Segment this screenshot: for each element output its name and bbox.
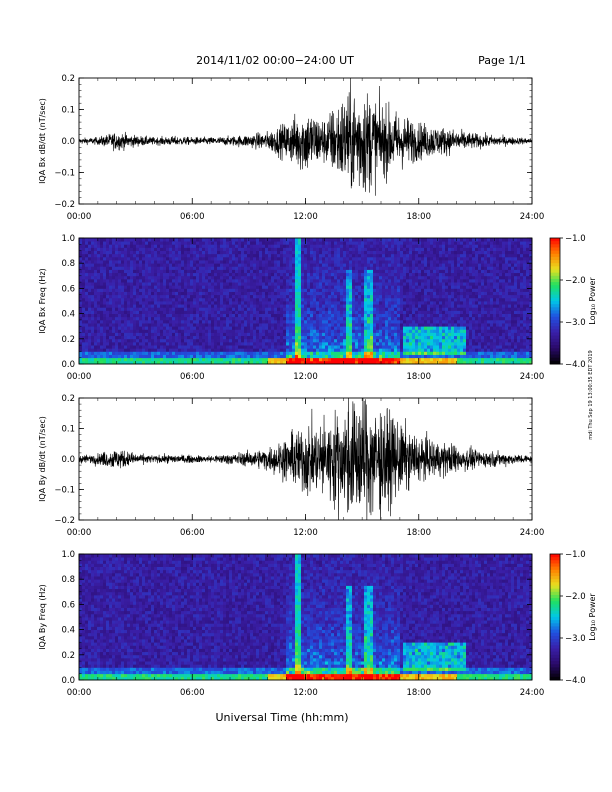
y-tick-label: 0.4 (61, 626, 75, 636)
x-tick-label: 24:00 (520, 372, 545, 382)
x-tick-label: 06:00 (180, 688, 205, 698)
y-tick-label: 0.1 (61, 425, 75, 435)
y-tick-label: 0.4 (61, 310, 75, 320)
spectrogram-4 (79, 554, 533, 681)
x-tick-label: 06:00 (180, 212, 205, 222)
colorbar-tick-label: −1.0 (565, 234, 586, 244)
figure-title: 2014/11/02 00:00−24:00 UT (196, 54, 354, 67)
y-tick-label: 0.2 (61, 74, 75, 84)
y-tick-label: −0.1 (54, 486, 75, 496)
x-tick-label: 00:00 (67, 372, 92, 382)
colorbar-tick-label: −4.0 (565, 360, 586, 370)
y-tick-label: −0.2 (54, 516, 75, 526)
x-tick-label: 12:00 (293, 212, 318, 222)
y-tick-label: 0.2 (61, 651, 75, 661)
colorbar-tick-label: −3.0 (565, 634, 586, 644)
colorbar-2: −1.0 −2.0 −3.0 −4.0 Log₁₀ Power (549, 234, 597, 370)
y-tick-label: 0.0 (61, 360, 75, 370)
y-tick-label: 0.1 (61, 106, 75, 116)
colorbar-4: −1.0 −2.0 −3.0 −4.0 Log₁₀ Power (549, 550, 597, 686)
y-axis-label: IQA Bx dB/dt (nT/sec) (38, 98, 47, 184)
x-tick-label: 12:00 (293, 372, 318, 382)
series-trace-1 (79, 78, 532, 196)
page-number: Page 1/1 (478, 54, 526, 67)
series-trace-3 (79, 398, 532, 520)
y-tick-label: 0.0 (61, 455, 75, 465)
x-tick-label: 12:00 (293, 688, 318, 698)
y-tick-label: 0.2 (61, 335, 75, 345)
colorbar-tick-label: −4.0 (565, 676, 586, 686)
y-axis-label: IQA By Freq (Hz) (38, 584, 47, 650)
x-tick-label: 12:00 (293, 528, 318, 538)
panel-2: −1.0 −2.0 −3.0 −4.0 Log₁₀ Power 1.0 0.8 0.6 0.4 0… (38, 234, 597, 382)
y-tick-label: −0.1 (54, 169, 75, 179)
y-tick-label: 0.6 (61, 284, 75, 294)
x-tick-label: 18:00 (407, 688, 432, 698)
colorbar-tick-label: −3.0 (565, 318, 586, 328)
x-axis-label: Universal Time (hh:mm) (216, 711, 349, 724)
x-tick-label: 00:00 (67, 212, 92, 222)
panel-1: 0.2 0.1 0.0 −0.1 −0.2 00:00 06:00 12:00 18:00 24:… (38, 74, 544, 222)
colorbar-label: Log₁₀ Power (588, 277, 597, 325)
colorbar-tick-label: −1.0 (565, 550, 586, 560)
colorbar-label: Log₁₀ Power (588, 593, 597, 641)
x-tick-label: 24:00 (520, 528, 545, 538)
y-tick-label: 0.6 (61, 600, 75, 610)
panels: 0.2 0.1 0.0 −0.1 −0.2 00:00 06:00 12:00 18:00 24:… (38, 74, 597, 698)
x-tick-label: 18:00 (407, 528, 432, 538)
x-tick-label: 24:00 (520, 688, 545, 698)
spectrogram-2 (79, 238, 533, 365)
y-tick-label: 0.2 (61, 394, 75, 404)
y-tick-label: 0.8 (61, 259, 75, 269)
y-axis-label: IQA Bx Freq (Hz) (38, 268, 47, 334)
y-axis-label: IQA By dB/dt (nT/sec) (38, 416, 47, 502)
x-tick-label: 00:00 (67, 528, 92, 538)
y-tick-label: 0.0 (61, 137, 75, 147)
x-tick-label: 00:00 (67, 688, 92, 698)
panel-4: −1.0 −2.0 −3.0 −4.0 Log₁₀ Power 1.0 0.8 0.6 0.4 0… (38, 550, 597, 698)
panel-3: 0.2 0.1 0.0 −0.1 −0.2 00:00 06:00 12:00 18:00 24:… (38, 394, 545, 538)
colorbar-tick-label: −2.0 (565, 276, 586, 286)
y-tick-label: 0.0 (61, 676, 75, 686)
y-tick-label: 1.0 (61, 234, 75, 244)
x-tick-label: 06:00 (180, 372, 205, 382)
y-tick-label: −0.2 (54, 200, 75, 210)
x-tick-label: 18:00 (407, 372, 432, 382)
x-tick-label: 06:00 (180, 528, 205, 538)
y-tick-label: 0.8 (61, 575, 75, 585)
y-tick-label: 1.0 (61, 550, 75, 560)
colorbar-tick-label: −2.0 (565, 592, 586, 602)
timestamp-note: mdi Thu Sep 19 13:00:35 EDT 2019 (588, 350, 594, 439)
x-tick-label: 24:00 (520, 212, 545, 222)
x-tick-label: 18:00 (407, 212, 432, 222)
